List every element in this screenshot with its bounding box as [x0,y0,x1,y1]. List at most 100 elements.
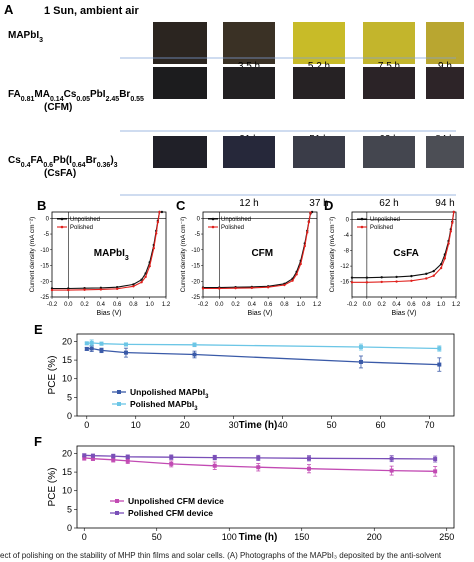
plot-frame [351,211,457,298]
data-point [433,469,438,474]
y-tick-label: -20 [40,279,49,285]
row-label-1: MAPbI3 [8,30,43,44]
data-point [90,456,95,461]
y-tick-label: -4 [344,233,350,239]
x-tick-label: 0 [82,532,87,542]
sample-photo-1-4 [363,22,415,64]
legend-text: Polished MAPbI3 [130,399,198,412]
panel-f-letter: F [34,434,42,449]
jv-point [439,266,443,270]
caption-fragment: ect of polishing on the stability of MHP… [0,551,442,560]
x-tick-label: 0.8 [129,302,138,308]
y-tick-label: -5 [195,232,201,238]
y-tick-label: 15 [62,355,72,365]
data-point [89,340,94,345]
jv-point [410,279,413,282]
jv-point [443,257,447,260]
data-point [123,342,128,347]
legend-marker [60,217,64,221]
x-tick-label: 0 [84,420,89,430]
jv-point [410,274,413,278]
data-point [192,342,197,347]
y-tick-label: 0 [46,216,50,222]
data-point [192,352,197,357]
legend-text: Polished [221,225,244,231]
x-tick-label: 0.2 [80,302,89,308]
y-tick-label: 15 [62,467,72,477]
y-tick-label: -10 [191,248,200,254]
x-tick-label: -0.2 [198,302,209,308]
jv-point [303,244,306,248]
x-axis-label: Bias (V) [97,310,122,317]
time-label-1-5: 9 h [438,61,452,72]
series-line-unpolished [86,347,440,366]
x-tick-label: 70 [425,420,435,430]
data-point [256,455,261,460]
time-label-3-5: 94 h [435,198,454,209]
panel-material-label: CFM [251,248,273,259]
x-tick-label: 0.8 [422,302,431,308]
jv-point [148,264,151,268]
time-label-3-3: 37 h [309,198,328,209]
condition-label: 1 Sun, ambient air [44,5,139,17]
jv-point [132,285,135,288]
jv-point [452,210,455,214]
x-tick-label: -0.2 [347,302,358,308]
jv-point [380,276,383,279]
x-tick-label: 1.2 [452,302,461,308]
data-point [169,461,174,466]
jv-point [83,288,86,291]
x-tick-label: 250 [439,532,454,542]
x-tick-label: 150 [294,532,309,542]
data-point [389,456,394,461]
sample-photo-3-2 [223,136,275,168]
y-tick-label: 20 [62,336,72,346]
panel-c-letter: C [176,198,186,213]
x-tick-label: 0.4 [97,302,106,308]
row-label-3: Cs0.4FA0.6Pb(I0.64Br0.36)3 [8,155,118,169]
jv-curve-unpolished [352,211,455,279]
plot-frame [76,333,455,417]
x-tick-label: 1.2 [313,302,322,308]
data-point [89,346,94,351]
data-point [111,457,116,462]
sample-photo-1-3 [293,22,345,64]
x-tick-label: 0.0 [64,302,73,308]
jv-point [50,288,54,292]
jv-point [250,286,254,290]
time-label-3-2: 12 h [239,198,258,209]
x-axis-label: Bias (V) [248,310,273,317]
jv-point [140,278,143,281]
data-point [389,468,394,473]
panel-d-chart: D -0.2 0.0 0.2 0.4 0.6 0.8 1.0 1.2 0 -4 -8 -12 -16 Bia… [324,198,461,317]
legend-marker [211,217,215,221]
jv-point [365,276,369,279]
legend-marker [117,390,121,394]
panel-b-letter: B [37,198,46,213]
sample-photo-2-3 [293,67,345,99]
legend-text: Polished [370,225,393,231]
jv-point [350,276,354,279]
sample-photo-2-1 [153,67,207,99]
data-point [99,348,104,353]
legend-text: Polished [70,225,93,231]
jv-point [156,220,160,224]
sample-photo-2-4 [363,67,415,99]
jv-point [365,281,369,284]
jv-point [432,269,435,273]
panel-a-photographs: A 1 Sun, ambient air MAPbI3 3.5 h 5.2 h 7.5… [4,2,464,209]
sample-photo-2-2 [223,67,275,99]
x-axis-label: Bias (V) [392,310,417,317]
row-label2-2: (CFM) [44,102,72,113]
jv-point [449,230,452,233]
jv-point [99,288,103,291]
sample-photo-3-3 [293,136,345,168]
sample-photo-1-5 [426,22,464,64]
legend-marker [360,217,364,221]
panel-b-chart: B -0.2 0.0 0.2 0.4 0.6 0.8 1.0 1.2 0 -5 -10 -15 -20 -2… [29,198,171,317]
x-tick-label: 1.0 [437,302,446,308]
sample-photo-1-1 [153,22,207,64]
y-tick-label: -15 [191,264,200,270]
y-tick-label: -5 [44,232,50,238]
legend-marker [360,225,364,229]
